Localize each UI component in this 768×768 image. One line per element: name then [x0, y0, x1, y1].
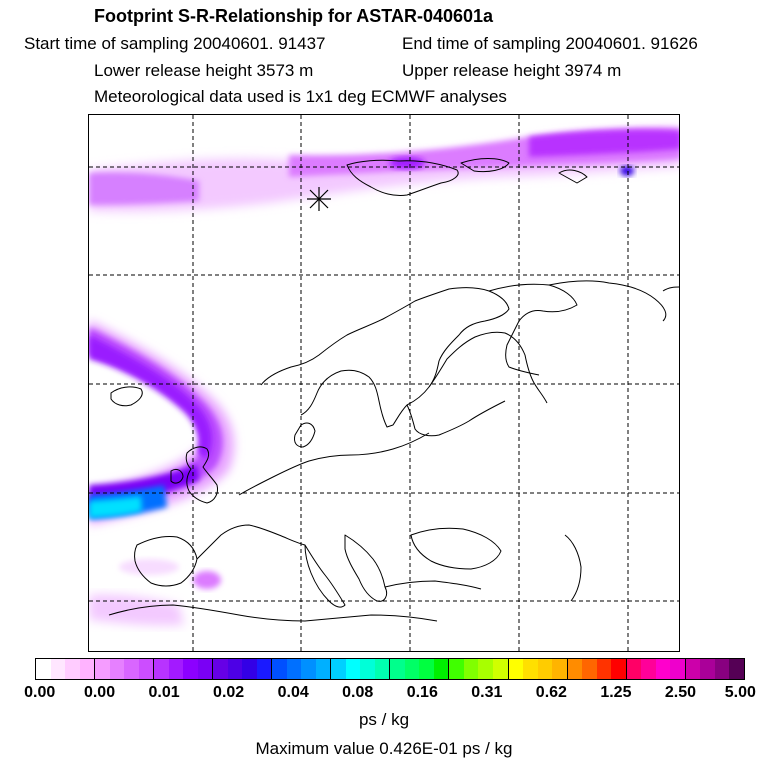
colorbar-segment	[508, 659, 524, 679]
colorbar-segment	[523, 659, 538, 679]
colorbar-segment	[286, 659, 302, 679]
colorbar-segment	[331, 659, 346, 679]
colorbar-segment	[611, 659, 627, 679]
colorbar-segment	[197, 659, 214, 679]
colorbar-segment	[124, 659, 139, 679]
colorbar-segment	[729, 659, 744, 679]
colorbar-segment	[537, 659, 553, 679]
colorbar-tick-label: 0.16	[406, 684, 438, 701]
footprint-patches-south	[89, 559, 221, 626]
coastlines	[108, 158, 679, 622]
colorbar-tick-label: 0.31	[471, 684, 503, 701]
colorbar-segment	[154, 659, 169, 679]
colorbar-segment	[345, 659, 361, 679]
upper-release-label: Upper release height 3974 m	[402, 61, 622, 80]
colorbar-segment	[50, 659, 66, 679]
colorbar-segment	[596, 659, 612, 679]
colorbar-segment	[492, 659, 509, 679]
colorbar-tick-label: 0.08	[342, 684, 374, 701]
colorbar-segment	[374, 659, 391, 679]
colorbar-segment	[227, 659, 243, 679]
colorbar-segment	[433, 659, 450, 679]
colorbar-tick-label: 1.25	[600, 684, 632, 701]
receptor-marker-icon	[307, 187, 331, 211]
colorbar-tick-label: 0.01	[148, 684, 180, 701]
colorbar-segment	[79, 659, 96, 679]
colorbar-tick-label: 5.00	[724, 684, 756, 701]
start-time-label: Start time of sampling 20040601. 91437	[24, 34, 326, 53]
colorbar-segment	[641, 659, 656, 679]
colorbar-segment	[242, 659, 257, 679]
colorbar-segment	[714, 659, 730, 679]
colorbar-segment	[626, 659, 642, 679]
end-time-label: End time of sampling 20040601. 91626	[402, 34, 698, 53]
colorbar-segment	[419, 659, 434, 679]
colorbar-segment	[670, 659, 686, 679]
colorbar-tick-label: 0.00	[83, 684, 116, 701]
colorbar-segment	[567, 659, 583, 679]
colorbar-segment	[315, 659, 332, 679]
colorbar-segment	[65, 659, 80, 679]
footprint-band-arctic	[89, 127, 679, 212]
colorbar	[35, 658, 745, 680]
colorbar-tick-label: 0.02	[213, 684, 245, 701]
met-data-label: Meteorological data used is 1x1 deg ECMW…	[94, 87, 507, 106]
colorbar-tick-label: 0.62	[535, 684, 567, 701]
colorbar-segment	[655, 659, 671, 679]
colorbar-segment	[213, 659, 228, 679]
lower-release-label: Lower release height 3573 m	[94, 61, 314, 80]
footprint-map	[88, 114, 680, 652]
colorbar-segment	[256, 659, 273, 679]
max-value-label: Maximum value 0.426E-01 ps / kg	[255, 739, 513, 758]
colorbar-segment	[685, 659, 701, 679]
colorbar-segment	[552, 659, 568, 679]
colorbar-segment	[582, 659, 597, 679]
map-canvas	[89, 115, 679, 651]
colorbar-unit-label: ps / kg	[358, 710, 410, 729]
colorbar-segment	[109, 659, 125, 679]
colorbar-tick-label: 0.00	[24, 684, 56, 701]
colorbar-segment	[700, 659, 715, 679]
footprint-plume-west	[89, 320, 234, 525]
colorbar-segment	[36, 659, 51, 679]
lat-lon-grid	[89, 115, 679, 651]
plot-title: Footprint S-R-Relationship for ASTAR-040…	[94, 6, 494, 26]
colorbar-segment	[478, 659, 493, 679]
colorbar-segment	[301, 659, 316, 679]
colorbar-segment	[138, 659, 155, 679]
colorbar-segment	[390, 659, 405, 679]
colorbar-segment	[360, 659, 375, 679]
colorbar-segment	[183, 659, 198, 679]
colorbar-segment	[404, 659, 420, 679]
colorbar-segment	[463, 659, 479, 679]
colorbar-segment	[449, 659, 464, 679]
colorbar-segment	[272, 659, 287, 679]
colorbar-segment	[95, 659, 110, 679]
colorbar-tick-label: 2.50	[664, 684, 697, 701]
colorbar-segment	[168, 659, 184, 679]
colorbar-tick-label: 0.04	[277, 684, 309, 701]
